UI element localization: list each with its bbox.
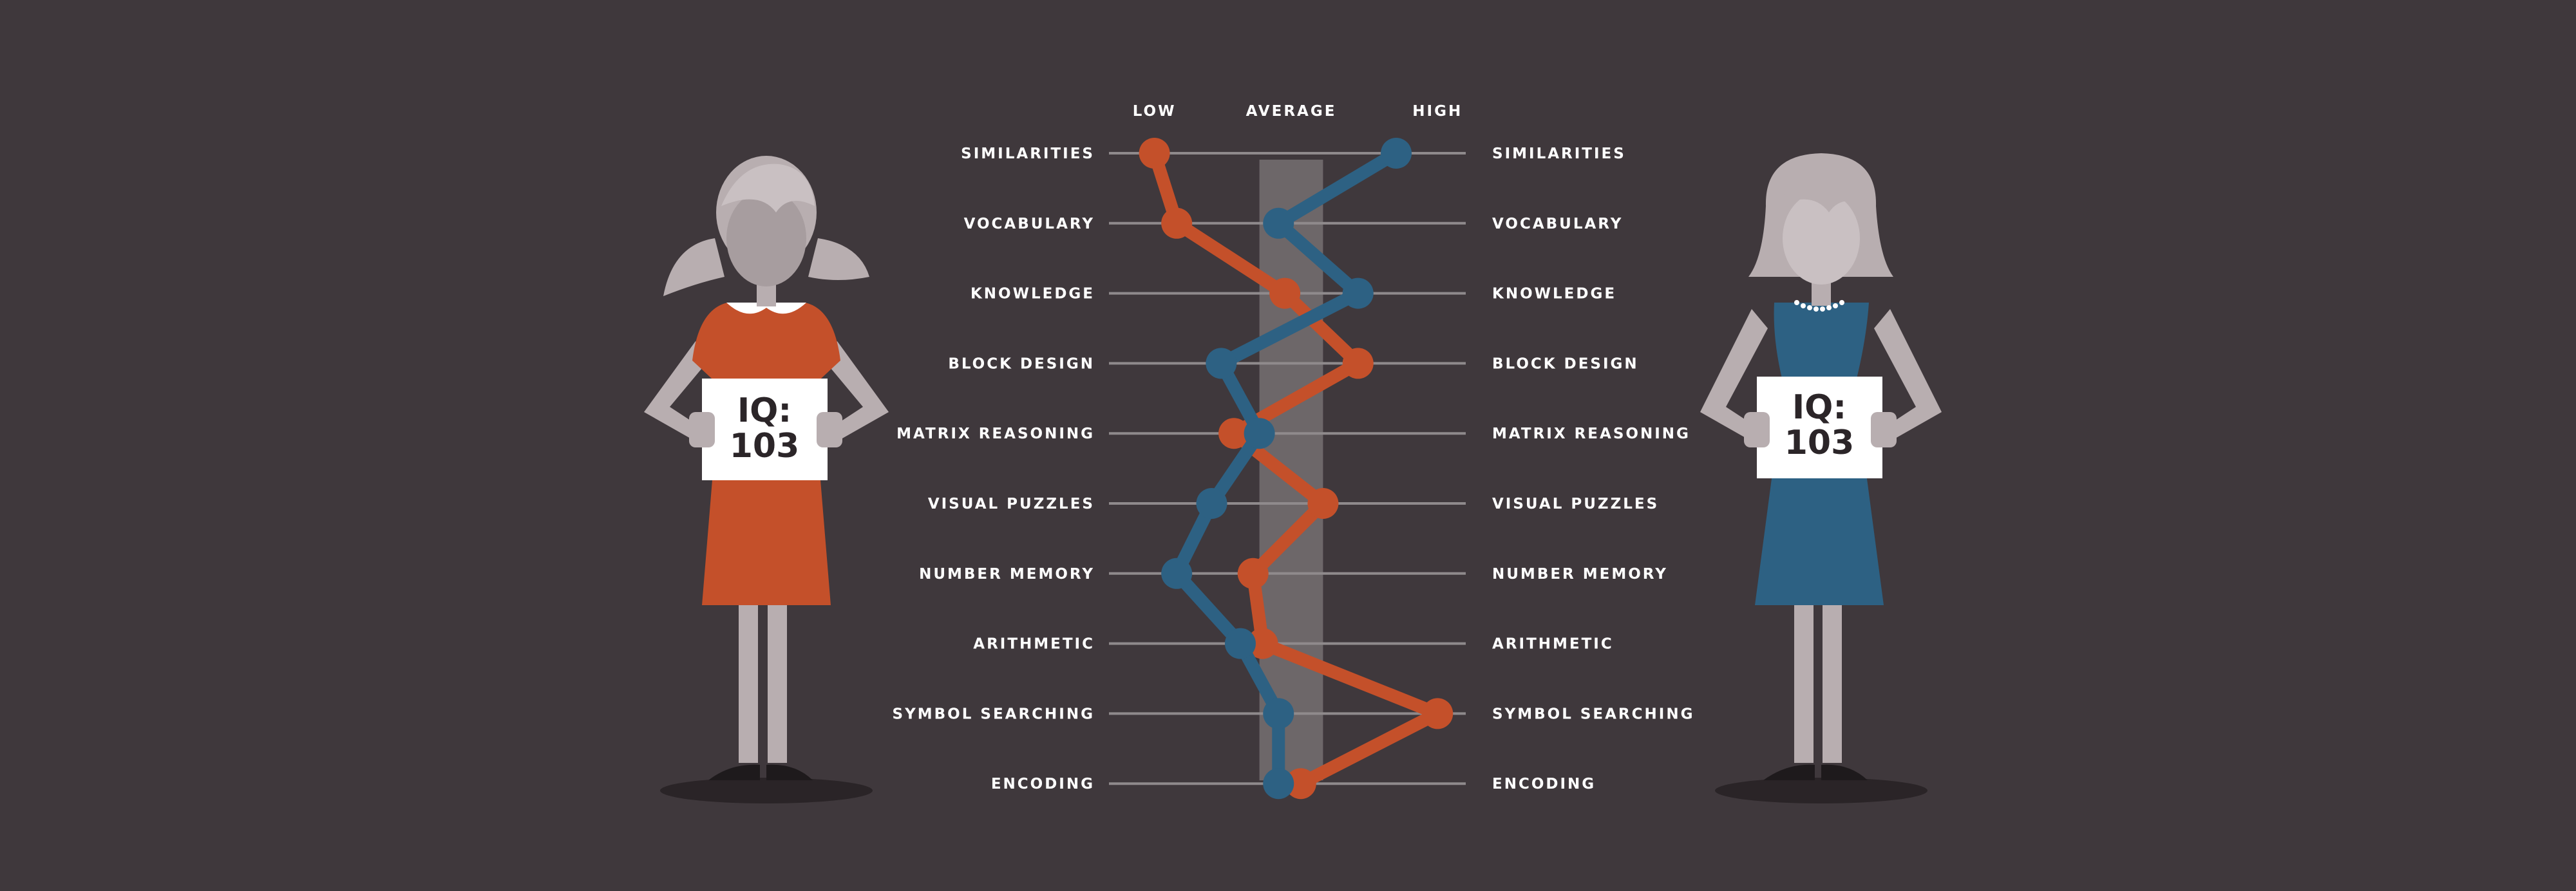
right-figure-leg-left	[1794, 602, 1814, 763]
row-label-right-symbol-searching: SYMBOL SEARCHING	[1492, 706, 1694, 722]
left-figure-pigtail-left	[663, 238, 724, 296]
subtest-profile-chart: LOW AVERAGE HIGH SIMILARITIES VOCABULARY KNO…	[893, 103, 1694, 800]
row-label-left-block-design: BLOCK DESIGN	[948, 355, 1095, 372]
series-2-point-visual-puzzles[interactable]	[1196, 488, 1227, 519]
row-label-right-similarities: SIMILARITIES	[1492, 145, 1626, 162]
series-1-point-encoding[interactable]	[1285, 768, 1316, 800]
left-figure-arm-right	[824, 341, 889, 444]
necklace	[1794, 300, 1844, 312]
series-1-line	[1148, 147, 1444, 791]
left-figure-hand-right	[817, 412, 842, 447]
row-label-left-arithmetic: ARITHMETIC	[973, 636, 1095, 653]
right-figure-shadow	[1715, 778, 1927, 803]
right-figure-shoes	[1763, 764, 1868, 780]
right-figure-arm-right	[1874, 309, 1942, 444]
right-sign-line2: 103	[1785, 424, 1855, 462]
left-sign-line2: 103	[730, 427, 800, 465]
series-2-point-vocabulary[interactable]	[1263, 207, 1294, 239]
right-figure-iq-sign: IQ: 103	[1757, 377, 1882, 478]
average-band	[1259, 160, 1323, 781]
series-1-point-block-design[interactable]	[1342, 348, 1374, 379]
series-1-point-similarities[interactable]	[1139, 138, 1170, 169]
x-scale-label-low: LOW	[1133, 103, 1177, 120]
right-figure-arm-left	[1700, 309, 1768, 444]
left-sign-line1: IQ:	[737, 391, 791, 430]
right-figure-face	[1783, 192, 1860, 285]
x-scale-label-high: HIGH	[1412, 103, 1463, 120]
right-figure-fringe	[1777, 168, 1869, 212]
row-label-right-block-design: BLOCK DESIGN	[1492, 355, 1639, 372]
left-figure-fringe	[721, 164, 815, 212]
series-2-point-encoding[interactable]	[1263, 768, 1294, 800]
row-label-right-number-memory: NUMBER MEMORY	[1492, 566, 1668, 583]
right-figure: IQ: 103	[1700, 153, 1942, 803]
series-2-point-block-design[interactable]	[1206, 348, 1237, 379]
series-2-line	[1170, 147, 1403, 791]
row-label-left-encoding: ENCODING	[991, 776, 1095, 793]
right-sign-line1: IQ:	[1792, 388, 1846, 427]
left-figure-pigtail-right	[808, 238, 869, 280]
series-2-point-matrix-reasoning[interactable]	[1244, 418, 1275, 449]
series-2-point-symbol-searching[interactable]	[1263, 698, 1294, 729]
left-figure-leg-left	[739, 602, 758, 763]
left-figure-leg-right	[768, 602, 787, 763]
left-figure-shoes	[708, 764, 813, 780]
row-label-left-similarities: SIMILARITIES	[961, 145, 1095, 162]
left-figure: IQ: 103	[644, 156, 889, 803]
series-2-point-similarities[interactable]	[1381, 138, 1412, 169]
series-1-point-number-memory[interactable]	[1237, 558, 1269, 589]
left-figure-hand-left	[689, 412, 715, 447]
row-label-right-arithmetic: ARITHMETIC	[1492, 636, 1614, 653]
row-label-right-vocabulary: VOCABULARY	[1492, 216, 1623, 232]
row-label-left-knowledge: KNOWLEDGE	[971, 286, 1095, 303]
row-label-left-vocabulary: VOCABULARY	[964, 216, 1095, 232]
right-figure-hand-right	[1871, 412, 1897, 447]
series-1-point-symbol-searching[interactable]	[1422, 698, 1454, 729]
right-figure-leg-right	[1823, 602, 1842, 763]
row-label-right-visual-puzzles: VISUAL PUZZLES	[1492, 496, 1659, 512]
series-2	[1161, 138, 1412, 800]
row-label-left-matrix-reasoning: MATRIX REASONING	[896, 426, 1095, 442]
row-label-right-matrix-reasoning: MATRIX REASONING	[1492, 426, 1690, 442]
series-1-point-vocabulary[interactable]	[1161, 207, 1193, 239]
left-figure-face	[726, 190, 806, 286]
series-1-point-knowledge[interactable]	[1269, 277, 1301, 309]
left-figure-neck	[757, 283, 776, 306]
left-figure-iq-sign: IQ: 103	[702, 379, 828, 480]
right-figure-hand-left	[1744, 412, 1770, 447]
row-label-left-symbol-searching: SYMBOL SEARCHING	[893, 706, 1095, 722]
series-1-point-matrix-reasoning[interactable]	[1218, 418, 1250, 449]
series-2-point-arithmetic[interactable]	[1224, 628, 1256, 659]
row-label-right-encoding: ENCODING	[1492, 776, 1596, 793]
x-scale-label-average: AVERAGE	[1246, 103, 1337, 120]
row-label-right-knowledge: KNOWLEDGE	[1492, 286, 1616, 303]
series-2-point-number-memory[interactable]	[1161, 558, 1193, 589]
row-label-left-number-memory: NUMBER MEMORY	[919, 566, 1095, 583]
row-label-left-visual-puzzles: VISUAL PUZZLES	[928, 496, 1095, 512]
series-1-point-arithmetic[interactable]	[1247, 628, 1278, 659]
series-1-point-visual-puzzles[interactable]	[1307, 488, 1339, 519]
left-figure-shadow	[660, 778, 873, 803]
left-figure-collar	[726, 303, 806, 314]
series-1	[1139, 138, 1454, 800]
series-2-point-knowledge[interactable]	[1342, 277, 1374, 309]
left-figure-arm-left	[644, 341, 708, 444]
